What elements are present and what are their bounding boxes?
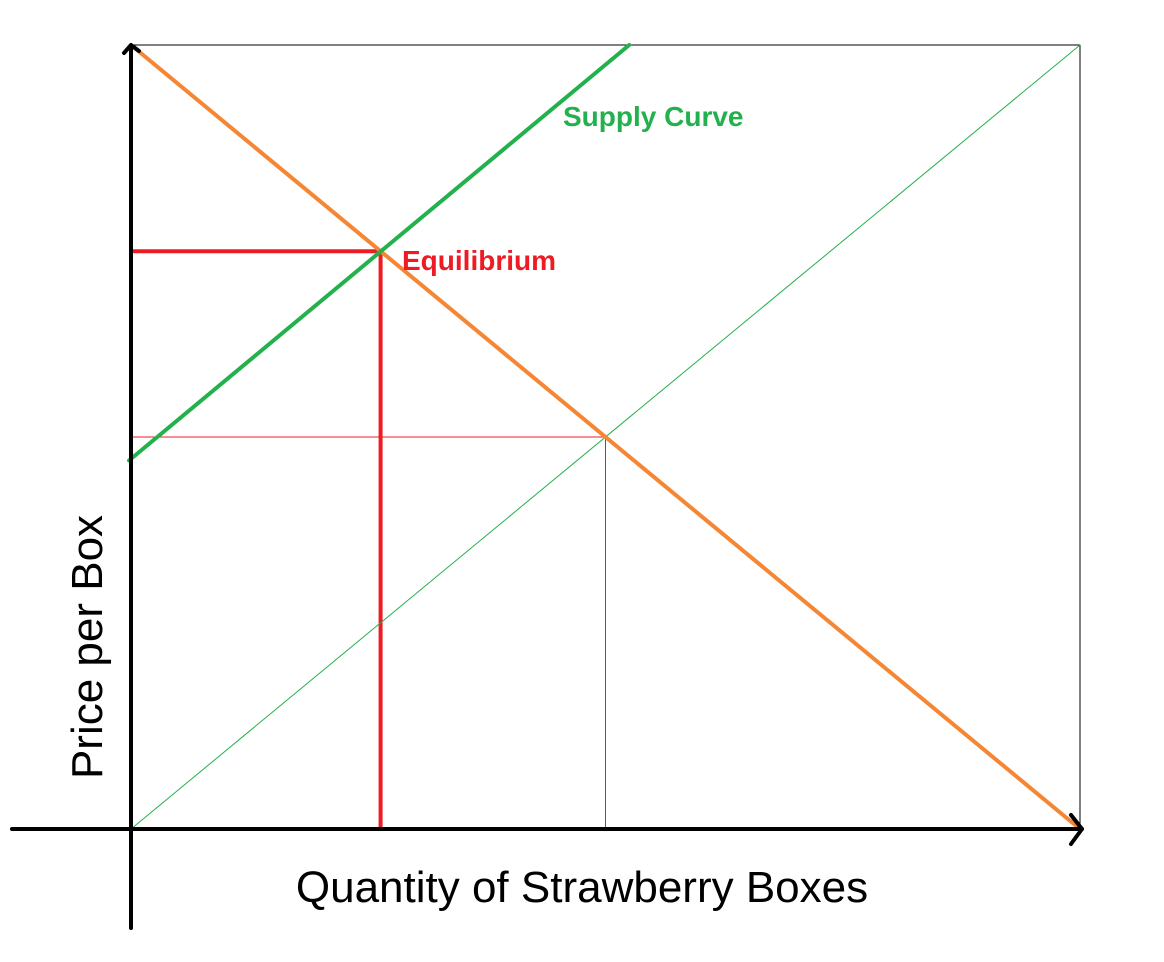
guide-lines — [130, 249, 606, 831]
equilibrium-label: Equilibrium — [402, 245, 556, 276]
series-lines — [127, 43, 1082, 831]
supply-curve — [127, 43, 632, 463]
axes — [10, 43, 1084, 930]
y-axis-arrow — [122, 43, 141, 55]
plot-frame — [130, 44, 1081, 830]
supply-curve-label: Supply Curve — [563, 101, 743, 132]
x-axis-label: Quantity of Strawberry Boxes — [296, 863, 868, 912]
y-axis-label: Price per Box — [63, 515, 112, 779]
demand-curve — [129, 43, 1082, 831]
x-axis-arrow — [1069, 813, 1084, 846]
